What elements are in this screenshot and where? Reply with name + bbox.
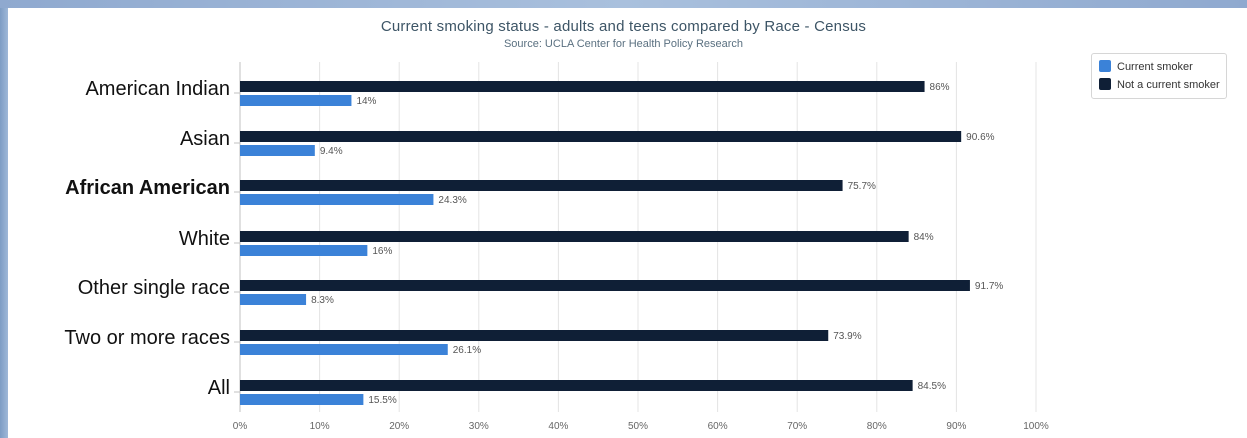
bar — [240, 344, 448, 355]
x-tick-label: 20% — [389, 421, 409, 432]
bar — [240, 394, 364, 405]
bar — [240, 145, 315, 156]
x-tick-label: 70% — [787, 421, 807, 432]
legend-label-current-smoker: Current smoker — [1117, 61, 1193, 73]
bar — [240, 330, 829, 341]
bar — [240, 380, 913, 391]
bar — [240, 81, 925, 92]
bar — [240, 194, 434, 205]
data-label: 8.3% — [311, 295, 334, 306]
window-top-band — [0, 0, 1247, 8]
data-label: 14% — [356, 96, 376, 107]
data-label: 16% — [372, 246, 392, 257]
legend-item-not-current-smoker[interactable]: Not a current smoker — [1099, 78, 1220, 91]
chart-title: Current smoking status - adults and teen… — [380, 18, 867, 35]
data-label: 24.3% — [438, 195, 466, 206]
chart-subtitle: Source: UCLA Center for Health Policy Re… — [503, 38, 744, 50]
x-tick-label: 40% — [548, 421, 568, 432]
category-label: American Indian — [85, 78, 230, 100]
category-label: White — [178, 228, 230, 250]
x-tick-label: 90% — [946, 421, 966, 432]
x-tick-label: 50% — [628, 421, 648, 432]
data-label: 15.5% — [368, 395, 396, 406]
category-label: Asian — [179, 128, 230, 150]
x-tick-label: 0% — [233, 421, 248, 432]
bar — [240, 280, 970, 291]
bar — [240, 245, 368, 256]
bar — [240, 231, 909, 242]
chart-legend[interactable]: Current smoker Not a current smoker — [1091, 53, 1227, 99]
chart-panel — [8, 8, 1247, 438]
x-tick-label: 60% — [708, 421, 728, 432]
legend-swatch-not-current-smoker — [1099, 78, 1111, 90]
data-label: 26.1% — [453, 345, 481, 356]
data-label: 90.6% — [966, 132, 994, 143]
category-label: Two or more races — [64, 327, 230, 349]
legend-item-current-smoker[interactable]: Current smoker — [1099, 60, 1193, 73]
bar — [240, 294, 307, 305]
bar — [240, 95, 352, 106]
bar — [240, 131, 962, 142]
data-label: 84% — [914, 232, 934, 243]
data-label: 9.4% — [320, 146, 343, 157]
data-label: 84.5% — [918, 381, 946, 392]
x-tick-label: 30% — [469, 421, 489, 432]
data-label: 86% — [930, 82, 950, 93]
category-label: All — [207, 377, 230, 399]
x-tick-label: 100% — [1023, 421, 1049, 432]
data-label: 91.7% — [975, 281, 1003, 292]
legend-swatch-current-smoker — [1099, 60, 1111, 72]
bar — [240, 180, 843, 191]
legend-label-not-current-smoker: Not a current smoker — [1117, 79, 1220, 91]
x-tick-label: 10% — [310, 421, 330, 432]
category-label: African American — [65, 177, 230, 199]
data-label: 73.9% — [833, 331, 861, 342]
data-label: 75.7% — [848, 181, 876, 192]
category-label: Other single race — [77, 277, 230, 299]
x-tick-label: 80% — [867, 421, 887, 432]
